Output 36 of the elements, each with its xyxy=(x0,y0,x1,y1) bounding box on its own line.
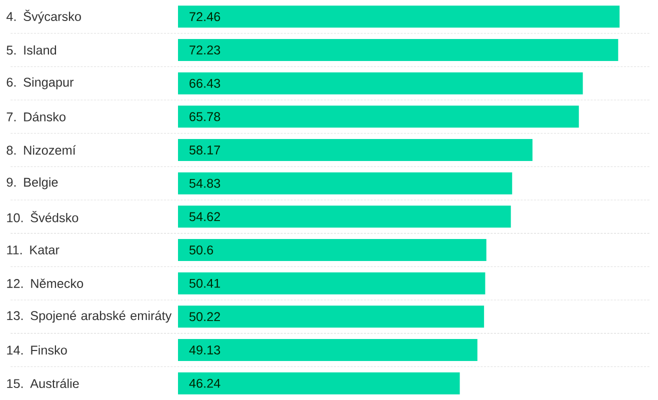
y-tick-label: 15. Austrálie xyxy=(7,378,79,388)
bar xyxy=(178,206,511,228)
bar xyxy=(178,172,512,194)
bar xyxy=(178,39,618,61)
data-label: 46.24 xyxy=(189,378,220,388)
bar xyxy=(178,306,484,328)
y-tick-label: 13. Spojené arabské emiráty xyxy=(7,310,172,323)
y-tick-label: 10. Švédsko xyxy=(7,211,78,222)
data-label: 50.6 xyxy=(189,246,214,254)
y-tick-label: 7. Dánsko xyxy=(6,112,66,122)
bar xyxy=(178,139,532,161)
y-tick-label: 12. Německo xyxy=(7,278,84,288)
bar xyxy=(178,238,486,261)
y-tick-label: 14. Finsko xyxy=(7,345,67,355)
data-label: 72.46 xyxy=(190,12,220,22)
bar xyxy=(178,6,620,28)
data-label: 50.22 xyxy=(189,312,220,322)
bar xyxy=(178,338,478,361)
y-tick-label: 4. Švýcarsko xyxy=(6,10,81,24)
data-label: 54.83 xyxy=(189,178,220,188)
data-label: 49.13 xyxy=(189,346,220,354)
y-tick-label: 9. Belgie xyxy=(6,177,58,190)
data-label: 66.43 xyxy=(190,78,220,88)
data-label: 50.41 xyxy=(189,278,220,288)
y-tick-label: 8. Nizozemí xyxy=(6,145,76,155)
y-tick-label: 6. Singapur xyxy=(6,77,74,90)
y-tick-label: 11. Katar xyxy=(7,246,60,254)
y-tick-label: 5. Island xyxy=(6,45,56,55)
data-label: 72.23 xyxy=(190,46,220,54)
bar xyxy=(178,372,460,394)
data-label: 54.62 xyxy=(189,212,220,222)
bar xyxy=(178,106,579,128)
bar xyxy=(178,72,583,94)
data-label: 58.17 xyxy=(189,146,220,154)
data-label: 65.78 xyxy=(190,112,220,122)
bar xyxy=(178,272,486,294)
